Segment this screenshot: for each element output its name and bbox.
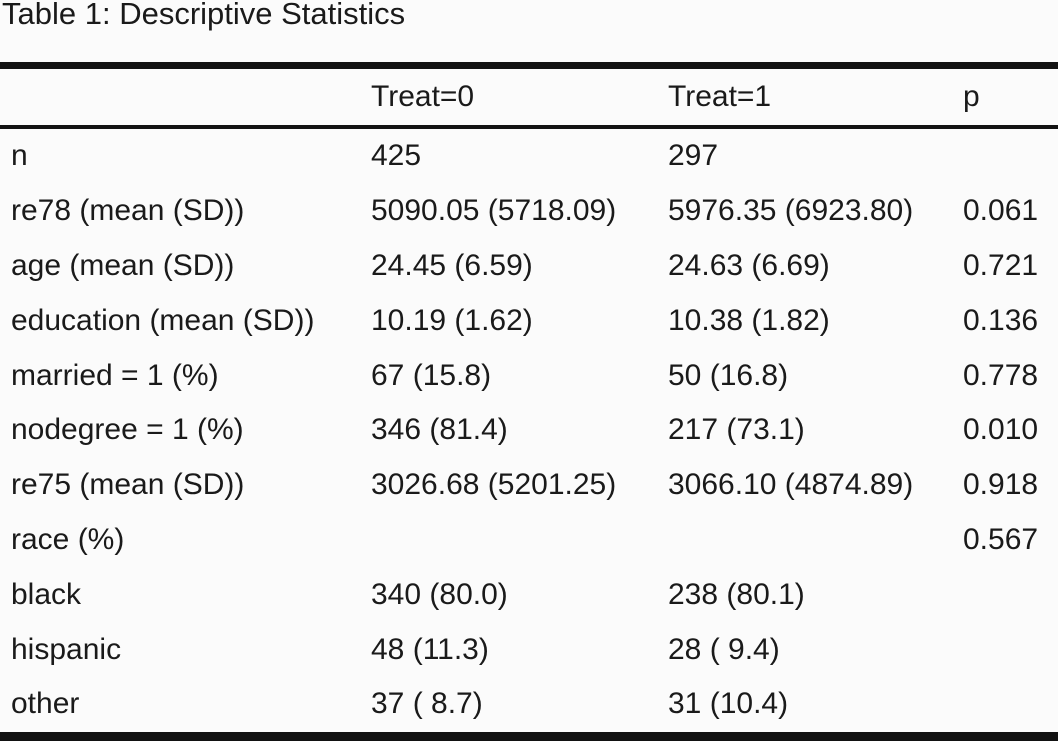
row-label: race (%) [11,524,125,555]
descriptive-statistics-table: Treat=0 Treat=1 p n 425 297 re78 (mean (… [0,62,1058,741]
table-row: married = 1 (%) 67 (15.8) 50 (16.8) 0.77… [0,348,1058,403]
column-header-treat0: Treat=0 [371,82,475,112]
treat0-cell: 37 ( 8.7) [371,689,483,720]
table-row: n 425 297 [0,129,1058,184]
row-label: age (mean (SD)) [11,250,235,281]
p-cell: 0.061 [963,196,1039,227]
row-label: nodegree = 1 (%) [11,415,244,446]
treat1-cell: 10.38 (1.82) [668,305,830,336]
treat0-cell: 340 (80.0) [371,579,508,610]
treat0-cell: 10.19 (1.62) [371,305,533,336]
row-label: re75 (mean (SD)) [11,470,245,501]
row-label: black [11,579,82,610]
table-row: re78 (mean (SD)) 5090.05 (5718.09) 5976.… [0,184,1058,239]
table-title: Table 1: Descriptive Statistics [2,0,406,31]
treat1-cell: 28 ( 9.4) [668,634,780,665]
table-row: race (%) 0.567 [0,513,1058,568]
treat1-cell: 238 (80.1) [668,579,805,610]
table-header-row: Treat=0 Treat=1 p [0,69,1058,129]
p-cell: 0.721 [963,250,1039,281]
treat1-cell: 24.63 (6.69) [668,250,830,281]
treat1-cell: 50 (16.8) [668,360,789,391]
row-label: other [11,689,80,720]
table-row: black 340 (80.0) 238 (80.1) [0,567,1058,622]
p-cell: 0.778 [963,360,1039,391]
treat0-cell: 346 (81.4) [371,415,508,446]
treat0-cell: 425 [371,141,422,172]
treat1-cell: 31 (10.4) [668,689,789,720]
p-cell: 0.010 [963,415,1039,446]
table-row: education (mean (SD)) 10.19 (1.62) 10.38… [0,293,1058,348]
row-label: n [11,141,28,172]
p-cell: 0.918 [963,470,1039,501]
p-cell: 0.136 [963,305,1039,336]
table-row: hispanic 48 (11.3) 28 ( 9.4) [0,622,1058,677]
column-header-p: p [963,82,980,112]
row-label: education (mean (SD)) [11,305,315,336]
treat1-cell: 297 [668,141,719,172]
treat1-cell: 3066.10 (4874.89) [668,470,914,501]
row-label: hispanic [11,634,122,665]
table-row: nodegree = 1 (%) 346 (81.4) 217 (73.1) 0… [0,403,1058,458]
row-label: re78 (mean (SD)) [11,196,245,227]
row-label: married = 1 (%) [11,360,219,391]
column-header-treat1: Treat=1 [668,82,772,112]
treat0-cell: 48 (11.3) [371,634,489,665]
table-row: other 37 ( 8.7) 31 (10.4) [0,677,1058,732]
treat0-cell: 24.45 (6.59) [371,250,533,281]
p-cell: 0.567 [963,524,1039,555]
treat1-cell: 5976.35 (6923.80) [668,196,914,227]
table-row: re75 (mean (SD)) 3026.68 (5201.25) 3066.… [0,458,1058,513]
table-row: age (mean (SD)) 24.45 (6.59) 24.63 (6.69… [0,239,1058,294]
table-body: n 425 297 re78 (mean (SD)) 5090.05 (5718… [0,129,1058,732]
treat0-cell: 67 (15.8) [371,360,492,391]
treat0-cell: 3026.68 (5201.25) [371,470,617,501]
treat0-cell: 5090.05 (5718.09) [371,196,617,227]
treat1-cell: 217 (73.1) [668,415,805,446]
